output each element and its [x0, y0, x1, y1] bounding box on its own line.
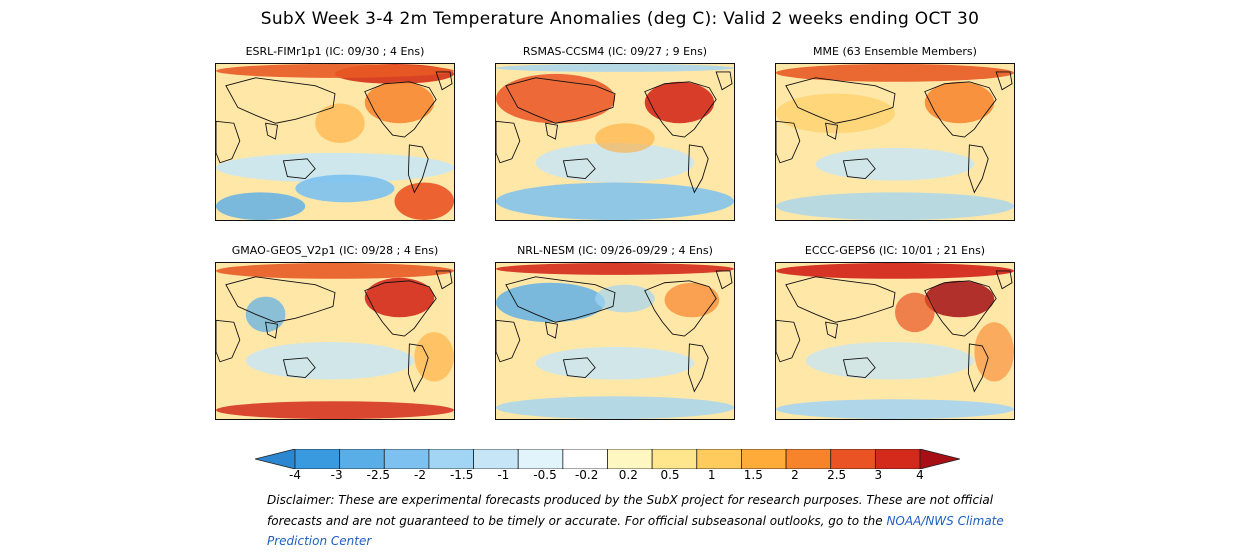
colorbar-box	[874, 449, 921, 469]
panel-title-gmao: GMAO-GEOS_V2p1 (IC: 09/28 ; 4 Ens)	[231, 244, 439, 257]
colorbar	[255, 449, 960, 469]
colorbar-box	[339, 449, 385, 469]
panel-title-nrl: NRL-NESM (IC: 09/26-09/29 ; 4 Ens)	[517, 244, 713, 257]
colorbar-box	[562, 449, 608, 469]
colorbar-tick: 0.5	[660, 468, 680, 482]
colorbar-box	[428, 449, 474, 469]
panel-title-esrl: ESRL-FIMr1p1 (IC: 09/30 ; 4 Ens)	[245, 45, 425, 58]
map-nrl	[495, 262, 735, 420]
panel-title-rsmas: RSMAS-CCSM4 (IC: 09/27 ; 9 Ens)	[522, 45, 708, 58]
map-gmao	[215, 262, 455, 420]
colorbar-tick: -2	[414, 468, 426, 482]
map-mme	[775, 63, 1015, 221]
colorbar-tick: -4	[289, 468, 301, 482]
colorbar-box	[383, 449, 430, 469]
colorbar-box	[473, 449, 519, 469]
colorbar-box	[607, 449, 653, 469]
colorbar-tick: 4	[916, 468, 924, 482]
colorbar-tick: 1.5	[743, 468, 763, 482]
colorbar-box	[785, 449, 832, 469]
colorbar-box	[294, 449, 341, 469]
colorbar-tick: -2.5	[366, 468, 391, 482]
disclaimer: Disclaimer: These are experimental forec…	[267, 490, 1007, 552]
colorbar-box	[696, 449, 742, 469]
colorbar-tick: -1	[497, 468, 510, 482]
colorbar-box	[517, 449, 564, 469]
map-eccc	[775, 262, 1015, 420]
colorbar-tick: -0.5	[533, 468, 557, 482]
disclaimer-text: Disclaimer: These are experimental forec…	[267, 493, 994, 528]
page-title: SubX Week 3-4 2m Temperature Anomalies (…	[260, 9, 980, 29]
colorbar-high-arrow	[919, 449, 960, 469]
map-esrl	[215, 63, 455, 221]
panel-title-mme: MME (63 Ensemble Members)	[813, 45, 977, 58]
colorbar-box	[741, 449, 787, 469]
colorbar-low-arrow	[255, 449, 296, 469]
colorbar-box	[651, 449, 698, 469]
colorbar-tick: 2	[791, 468, 799, 482]
map-rsmas	[495, 63, 735, 221]
colorbar-box	[830, 449, 876, 469]
cpc-link[interactable]: NOAA/NWS Climate Prediction Center	[267, 513, 1004, 549]
colorbar-tick: 0.2	[618, 468, 638, 482]
colorbar-tick: 3	[874, 468, 883, 482]
colorbar-tick: -1.5	[449, 468, 474, 482]
colorbar-tick: 1	[707, 468, 716, 482]
panel-title-eccc: ECCC-GEPS6 (IC: 10/01 ; 21 Ens)	[804, 244, 986, 257]
colorbar-tick: -0.2	[574, 468, 599, 482]
colorbar-tick: 2.5	[827, 468, 847, 482]
colorbar-tick: -3	[330, 468, 343, 482]
